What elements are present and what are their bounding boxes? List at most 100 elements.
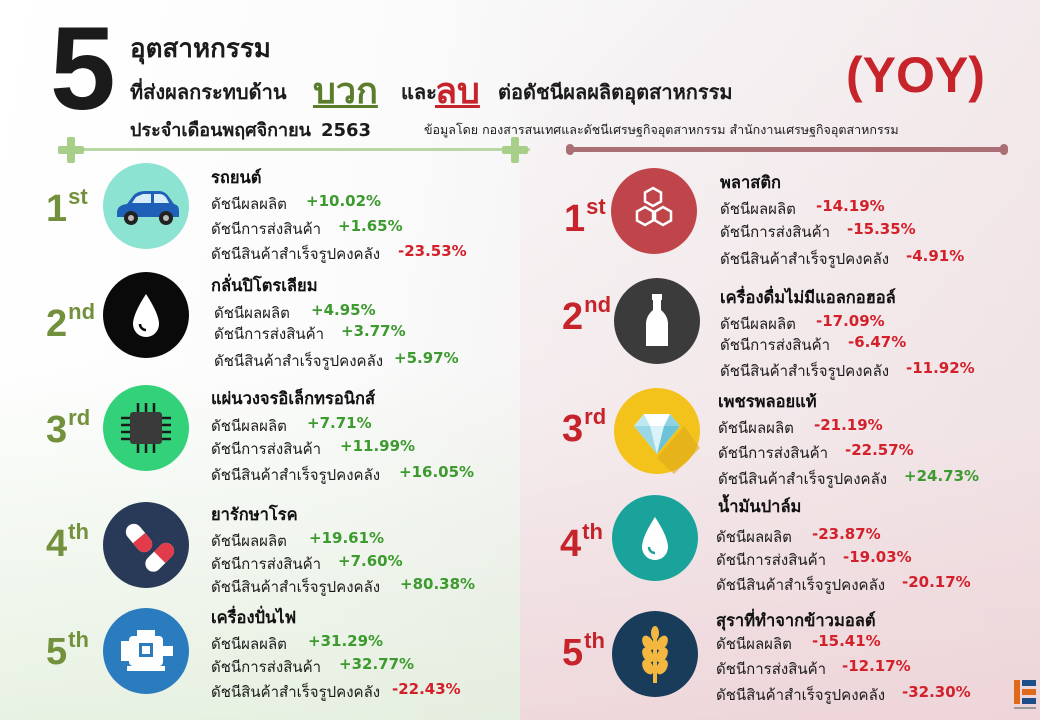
production-label: ดัชนีผลผลิต	[718, 419, 794, 437]
oie-logo	[1012, 676, 1038, 714]
plastic-hexagon-icon	[611, 168, 697, 254]
production-value: +19.61%	[309, 529, 385, 547]
plus-icon	[500, 135, 530, 165]
inventory-label: ดัชนีสินค้าสำเร็จรูปคงคลัง	[211, 578, 381, 596]
wheat-icon	[612, 611, 698, 697]
title-line-1: อุตสาหกรรม	[130, 34, 271, 64]
production-value: +4.95%	[311, 301, 376, 319]
industry-name: พลาสติก	[720, 173, 782, 192]
inventory-label: ดัชนีสินค้าสำเร็จรูปคงคลัง	[720, 362, 890, 380]
rank-label: 3rd	[562, 404, 607, 450]
yoy-label: (YOY)	[846, 47, 985, 103]
plus-icon	[56, 135, 86, 165]
big-number: 5	[50, 3, 116, 135]
shipment-label: ดัชนีการส่งสินค้า	[716, 551, 827, 569]
production-value: +10.02%	[306, 192, 382, 210]
shipment-value: -6.47%	[848, 333, 907, 351]
title-line-2: ที่ส่งผลกระทบด้าน บวก และ ลบ ต่อดัชนีผลผ…	[130, 71, 733, 112]
production-value: +31.29%	[308, 632, 384, 650]
industry-name: น้ำมันปาล์ม	[718, 497, 802, 516]
generator-icon	[103, 608, 189, 694]
inventory-label: ดัชนีสินค้าสำเร็จรูปคงคลัง	[211, 683, 381, 701]
shipment-label: ดัชนีการส่งสินค้า	[214, 325, 325, 343]
background-left-panel	[0, 0, 520, 720]
rank-label: 5th	[562, 628, 605, 674]
inventory-value: -22.43%	[392, 680, 461, 698]
production-value: -23.87%	[812, 525, 881, 543]
production-label: ดัชนีผลผลิต	[211, 532, 287, 550]
rank-label: 4th	[560, 519, 603, 565]
inventory-value: +24.73%	[904, 467, 980, 485]
production-label: ดัชนีผลผลิต	[211, 635, 287, 653]
and-word: และ	[401, 80, 437, 104]
inventory-label: ดัชนีสินค้าสำเร็จรูปคงคลัง	[720, 250, 890, 268]
inventory-value: +16.05%	[399, 463, 475, 481]
inventory-value: -20.17%	[902, 573, 971, 591]
industry-name: เพชรพลอยแท้	[718, 392, 817, 411]
car-icon	[103, 163, 189, 249]
industry-name: รถยนต์	[211, 168, 262, 187]
oil-drop-icon	[103, 272, 189, 358]
bottle-icon	[614, 278, 700, 364]
rank-label: 1st	[46, 184, 88, 230]
shipment-label: ดัชนีการส่งสินค้า	[720, 223, 831, 241]
negative-divider	[566, 144, 1008, 155]
inventory-value: -23.53%	[398, 242, 467, 260]
industry-name: เครื่องปั่นไฟ	[211, 608, 297, 627]
production-value: -21.19%	[814, 416, 883, 434]
shipment-value: +3.77%	[341, 322, 406, 340]
rank-label: 1st	[564, 194, 606, 240]
shipment-label: ดัชนีการส่งสินค้า	[211, 555, 322, 573]
positive-word: บวก	[313, 71, 378, 112]
shipment-value: +11.99%	[340, 437, 416, 455]
inventory-label: ดัชนีสินค้าสำเร็จรูปคงคลัง	[716, 576, 886, 594]
microchip-icon	[103, 385, 189, 471]
negative-word: ลบ	[435, 71, 480, 112]
title-line-3: ประจำเดือนพฤศจิกายน 2563	[130, 115, 371, 144]
production-label: ดัชนีผลผลิต	[716, 635, 792, 653]
rank-label: 4th	[46, 519, 89, 565]
shipment-label: ดัชนีการส่งสินค้า	[716, 660, 827, 678]
shipment-value: -12.17%	[842, 657, 911, 675]
inventory-label: ดัชนีสินค้าสำเร็จรูปคงคลัง	[718, 470, 888, 488]
production-value: +7.71%	[307, 414, 372, 432]
production-label: ดัชนีผลผลิต	[211, 195, 287, 213]
industry-name: แผ่นวงจรอิเล็กทรอนิกส์	[211, 389, 376, 408]
inventory-label: ดัชนีสินค้าสำเร็จรูปคงคลัง	[214, 352, 384, 370]
shipment-label: ดัชนีการส่งสินค้า	[718, 444, 829, 462]
shipment-value: -19.03%	[843, 548, 912, 566]
shipment-label: ดัชนีการส่งสินค้า	[211, 658, 322, 676]
inventory-label: ดัชนีสินค้าสำเร็จรูปคงคลัง	[211, 245, 381, 263]
production-label: ดัชนีผลผลิต	[716, 528, 792, 546]
shipment-value: -22.57%	[845, 441, 914, 459]
production-label: ดัชนีผลผลิต	[214, 304, 290, 322]
rank-label: 2nd	[46, 299, 96, 345]
rank-label: 3rd	[46, 405, 91, 451]
shipment-label: ดัชนีการส่งสินค้า	[211, 440, 322, 458]
inventory-value: -4.91%	[906, 247, 965, 265]
title-line-2-end: ต่อดัชนีผลผลิตอุตสาหกรรม	[498, 80, 733, 104]
title-line-2-start: ที่ส่งผลกระทบด้าน	[130, 80, 287, 104]
production-value: -17.09%	[816, 312, 885, 330]
inventory-value: +80.38%	[400, 575, 476, 593]
rank-label: 2nd	[562, 292, 612, 338]
shipment-label: ดัชนีการส่งสินค้า	[720, 336, 831, 354]
shipment-value: +32.77%	[339, 655, 415, 673]
production-value: -14.19%	[816, 197, 885, 215]
production-label: ดัชนีผลผลิต	[720, 200, 796, 218]
industry-name: กลั่นปิโตรเลียม	[211, 276, 318, 295]
production-label: ดัชนีผลผลิต	[211, 417, 287, 435]
diamond-icon	[614, 388, 700, 474]
period-label: ประจำเดือนพฤศจิกายน	[130, 120, 311, 141]
palm-oil-drop-icon	[612, 495, 698, 581]
shipment-value: +7.60%	[338, 552, 403, 570]
rank-label: 5th	[46, 627, 89, 673]
industry-name: ยารักษาโรค	[211, 505, 298, 524]
source-note: ข้อมูลโดย กองสารสนเทศและดัชนีเศรษฐกิจอุต…	[424, 122, 899, 137]
positive-divider	[70, 148, 530, 151]
year-label: 2563	[320, 120, 372, 141]
production-label: ดัชนีผลผลิต	[720, 315, 796, 333]
shipment-value: -15.35%	[847, 220, 916, 238]
inventory-value: -11.92%	[906, 359, 975, 377]
shipment-value: +1.65%	[338, 217, 403, 235]
